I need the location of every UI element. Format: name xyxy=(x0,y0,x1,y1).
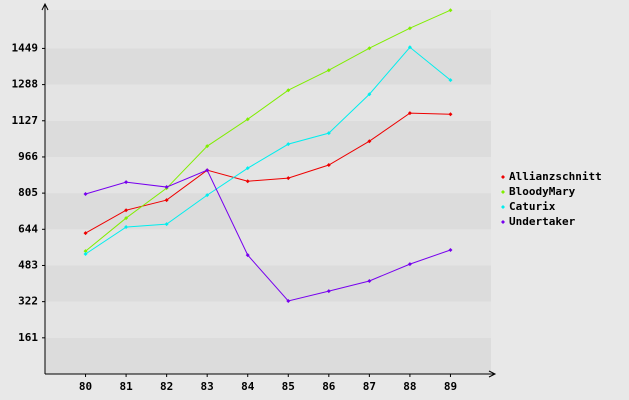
point xyxy=(205,193,210,198)
point xyxy=(326,68,331,73)
y-tick-label: 161 xyxy=(18,331,38,344)
grid-band xyxy=(45,84,491,121)
x-tick-label: 87 xyxy=(363,380,376,393)
point xyxy=(326,163,331,168)
point xyxy=(407,111,412,116)
y-axis-arrow xyxy=(41,2,49,11)
point xyxy=(245,117,250,122)
point xyxy=(245,166,250,171)
x-tick-label: 82 xyxy=(160,380,173,393)
grid-band xyxy=(45,156,491,194)
y-tick-label: 966 xyxy=(18,150,38,163)
point xyxy=(286,176,291,181)
x-tick-label: 85 xyxy=(282,380,295,393)
grid-band xyxy=(45,301,491,338)
y-tick-label: 805 xyxy=(18,186,38,199)
series-line xyxy=(85,46,451,255)
point xyxy=(286,298,291,303)
point xyxy=(407,26,412,31)
point xyxy=(124,180,129,185)
point xyxy=(326,289,331,294)
grid-band xyxy=(45,229,491,266)
point xyxy=(83,231,88,236)
point xyxy=(407,45,412,50)
y-tick-label: 644 xyxy=(18,222,38,235)
point xyxy=(124,208,129,213)
y-tick-label: 1288 xyxy=(12,78,39,91)
point xyxy=(448,112,453,117)
legend-marker xyxy=(501,205,505,209)
point xyxy=(164,222,169,227)
point xyxy=(83,252,88,257)
x-tick-label: 88 xyxy=(403,380,416,393)
legend-marker xyxy=(501,190,505,194)
point xyxy=(164,198,169,203)
x-tick-label: 89 xyxy=(444,380,457,393)
x-tick-label: 83 xyxy=(201,380,214,393)
grid-band xyxy=(45,10,491,49)
series-line xyxy=(85,9,451,252)
x-tick-label: 86 xyxy=(322,380,336,393)
y-tick-label: 1449 xyxy=(12,41,39,54)
legend-label: Allianzschnitt xyxy=(509,170,602,183)
point xyxy=(367,92,372,97)
x-tick-label: 80 xyxy=(79,380,92,393)
point xyxy=(286,142,291,147)
x-tick-label: 81 xyxy=(119,380,133,393)
legend-label: Undertaker xyxy=(509,215,576,228)
legend-marker xyxy=(501,175,505,179)
legend-label: BloodyMary xyxy=(509,185,576,198)
point xyxy=(448,247,453,252)
grid-band xyxy=(45,120,491,157)
point xyxy=(245,253,250,258)
point xyxy=(83,249,88,254)
y-tick-label: 1127 xyxy=(12,114,39,127)
y-tick-label: 322 xyxy=(18,295,38,308)
point xyxy=(367,278,372,283)
grid-band xyxy=(45,48,491,85)
legend-marker xyxy=(501,220,505,224)
grid-band xyxy=(45,193,491,230)
point xyxy=(245,179,250,184)
legend-label: Caturix xyxy=(509,200,556,213)
point xyxy=(286,88,291,93)
series-line xyxy=(85,112,451,234)
point xyxy=(83,192,88,197)
series-line xyxy=(85,169,451,302)
point xyxy=(367,139,372,144)
point xyxy=(448,8,453,13)
x-axis-arrow xyxy=(488,370,497,378)
point xyxy=(164,185,169,190)
point xyxy=(205,144,210,149)
y-tick-label: 483 xyxy=(18,258,38,271)
point xyxy=(367,46,372,51)
point xyxy=(407,262,412,267)
point xyxy=(205,168,210,173)
point xyxy=(124,225,129,230)
point xyxy=(124,216,129,221)
point xyxy=(326,131,331,136)
point xyxy=(448,78,453,83)
grid-band xyxy=(45,265,491,302)
x-tick-label: 84 xyxy=(241,380,255,393)
grid-band xyxy=(45,337,491,374)
